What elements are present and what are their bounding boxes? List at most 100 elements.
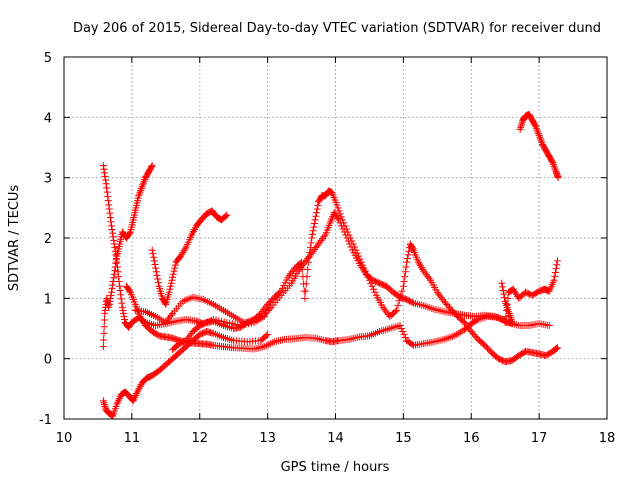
data-point [460,318,468,326]
data-point [185,333,193,341]
data-point [400,277,408,285]
data-point [355,252,363,260]
data-point [284,273,292,281]
data-point [141,175,149,183]
data-point [115,277,123,285]
data-point [136,188,144,196]
data-point [118,303,126,311]
data-point [103,188,111,196]
data-point [551,164,559,172]
data-point [100,165,108,173]
data-point [437,294,445,302]
data-point [346,234,354,242]
data-point [399,282,407,290]
data-point [177,252,185,260]
data-point [100,401,108,409]
data-point [397,292,405,300]
data-point [126,287,134,295]
data-point [403,255,411,263]
data-point [320,233,328,241]
data-point [465,324,473,332]
y-tick-label: -1 [39,413,52,428]
data-point [298,258,306,266]
data-point [517,124,525,132]
data-point [553,257,561,265]
data-point [105,205,113,213]
data-point [510,287,518,295]
data-point [148,163,156,171]
data-point [138,183,146,191]
data-point [400,331,408,339]
data-point [100,329,108,337]
data-point [119,309,127,317]
data-point [501,294,509,302]
data-point [516,125,524,133]
data-point [420,267,428,275]
x-axis-label: GPS time / hours [281,460,390,475]
data-point [106,297,114,305]
data-point [415,260,423,268]
data-point [363,270,371,278]
data-point [498,283,506,291]
data-point [333,201,341,209]
x-tick-labels: 10 11 12 13 14 15 16 17 18 [56,431,616,446]
data-point [356,255,364,263]
y-tick-label: 4 [44,111,52,126]
data-point [405,247,413,255]
data-point [163,317,171,325]
data-point [316,238,324,246]
series-track-8 [498,257,561,326]
data-point [345,231,353,239]
data-point [100,399,108,407]
data-point [167,282,175,290]
data-point [310,223,318,231]
data-point [301,294,309,302]
data-point [111,263,119,271]
data-point [109,277,117,285]
data-point [349,240,357,248]
data-point [534,130,542,138]
data-point [304,258,312,266]
data-point [498,279,506,287]
data-point [435,290,443,298]
data-point [462,320,470,328]
data-point [359,261,367,269]
data-point [424,273,432,281]
data-point [135,384,143,392]
data-point [180,247,188,255]
data-point [111,244,119,252]
data-point [108,285,116,293]
data-point [190,226,198,234]
data-point [509,285,517,293]
data-point [553,344,561,352]
data-point [338,216,346,224]
data-point [276,288,284,296]
data-point [261,304,269,312]
data-point [258,308,266,316]
data-point [421,269,429,277]
data-point [382,307,390,315]
x-tick-label: 16 [463,431,480,446]
data-point [396,321,404,329]
data-point [422,271,430,279]
series-track-7 [169,187,561,366]
data-point [115,273,123,281]
data-point [313,242,321,250]
data-point [361,267,369,275]
data-point [131,393,139,401]
data-point [222,212,230,220]
data-point [399,328,407,336]
data-point [368,282,376,290]
data-point [105,303,113,311]
data-point [99,343,107,351]
data-point [342,225,350,233]
data-point [151,261,159,269]
data-point [532,124,540,132]
data-point [499,286,507,294]
data-point [419,265,427,273]
data-point [152,268,160,276]
data-point [130,395,138,403]
data-point [395,297,403,305]
data-point [139,179,147,187]
